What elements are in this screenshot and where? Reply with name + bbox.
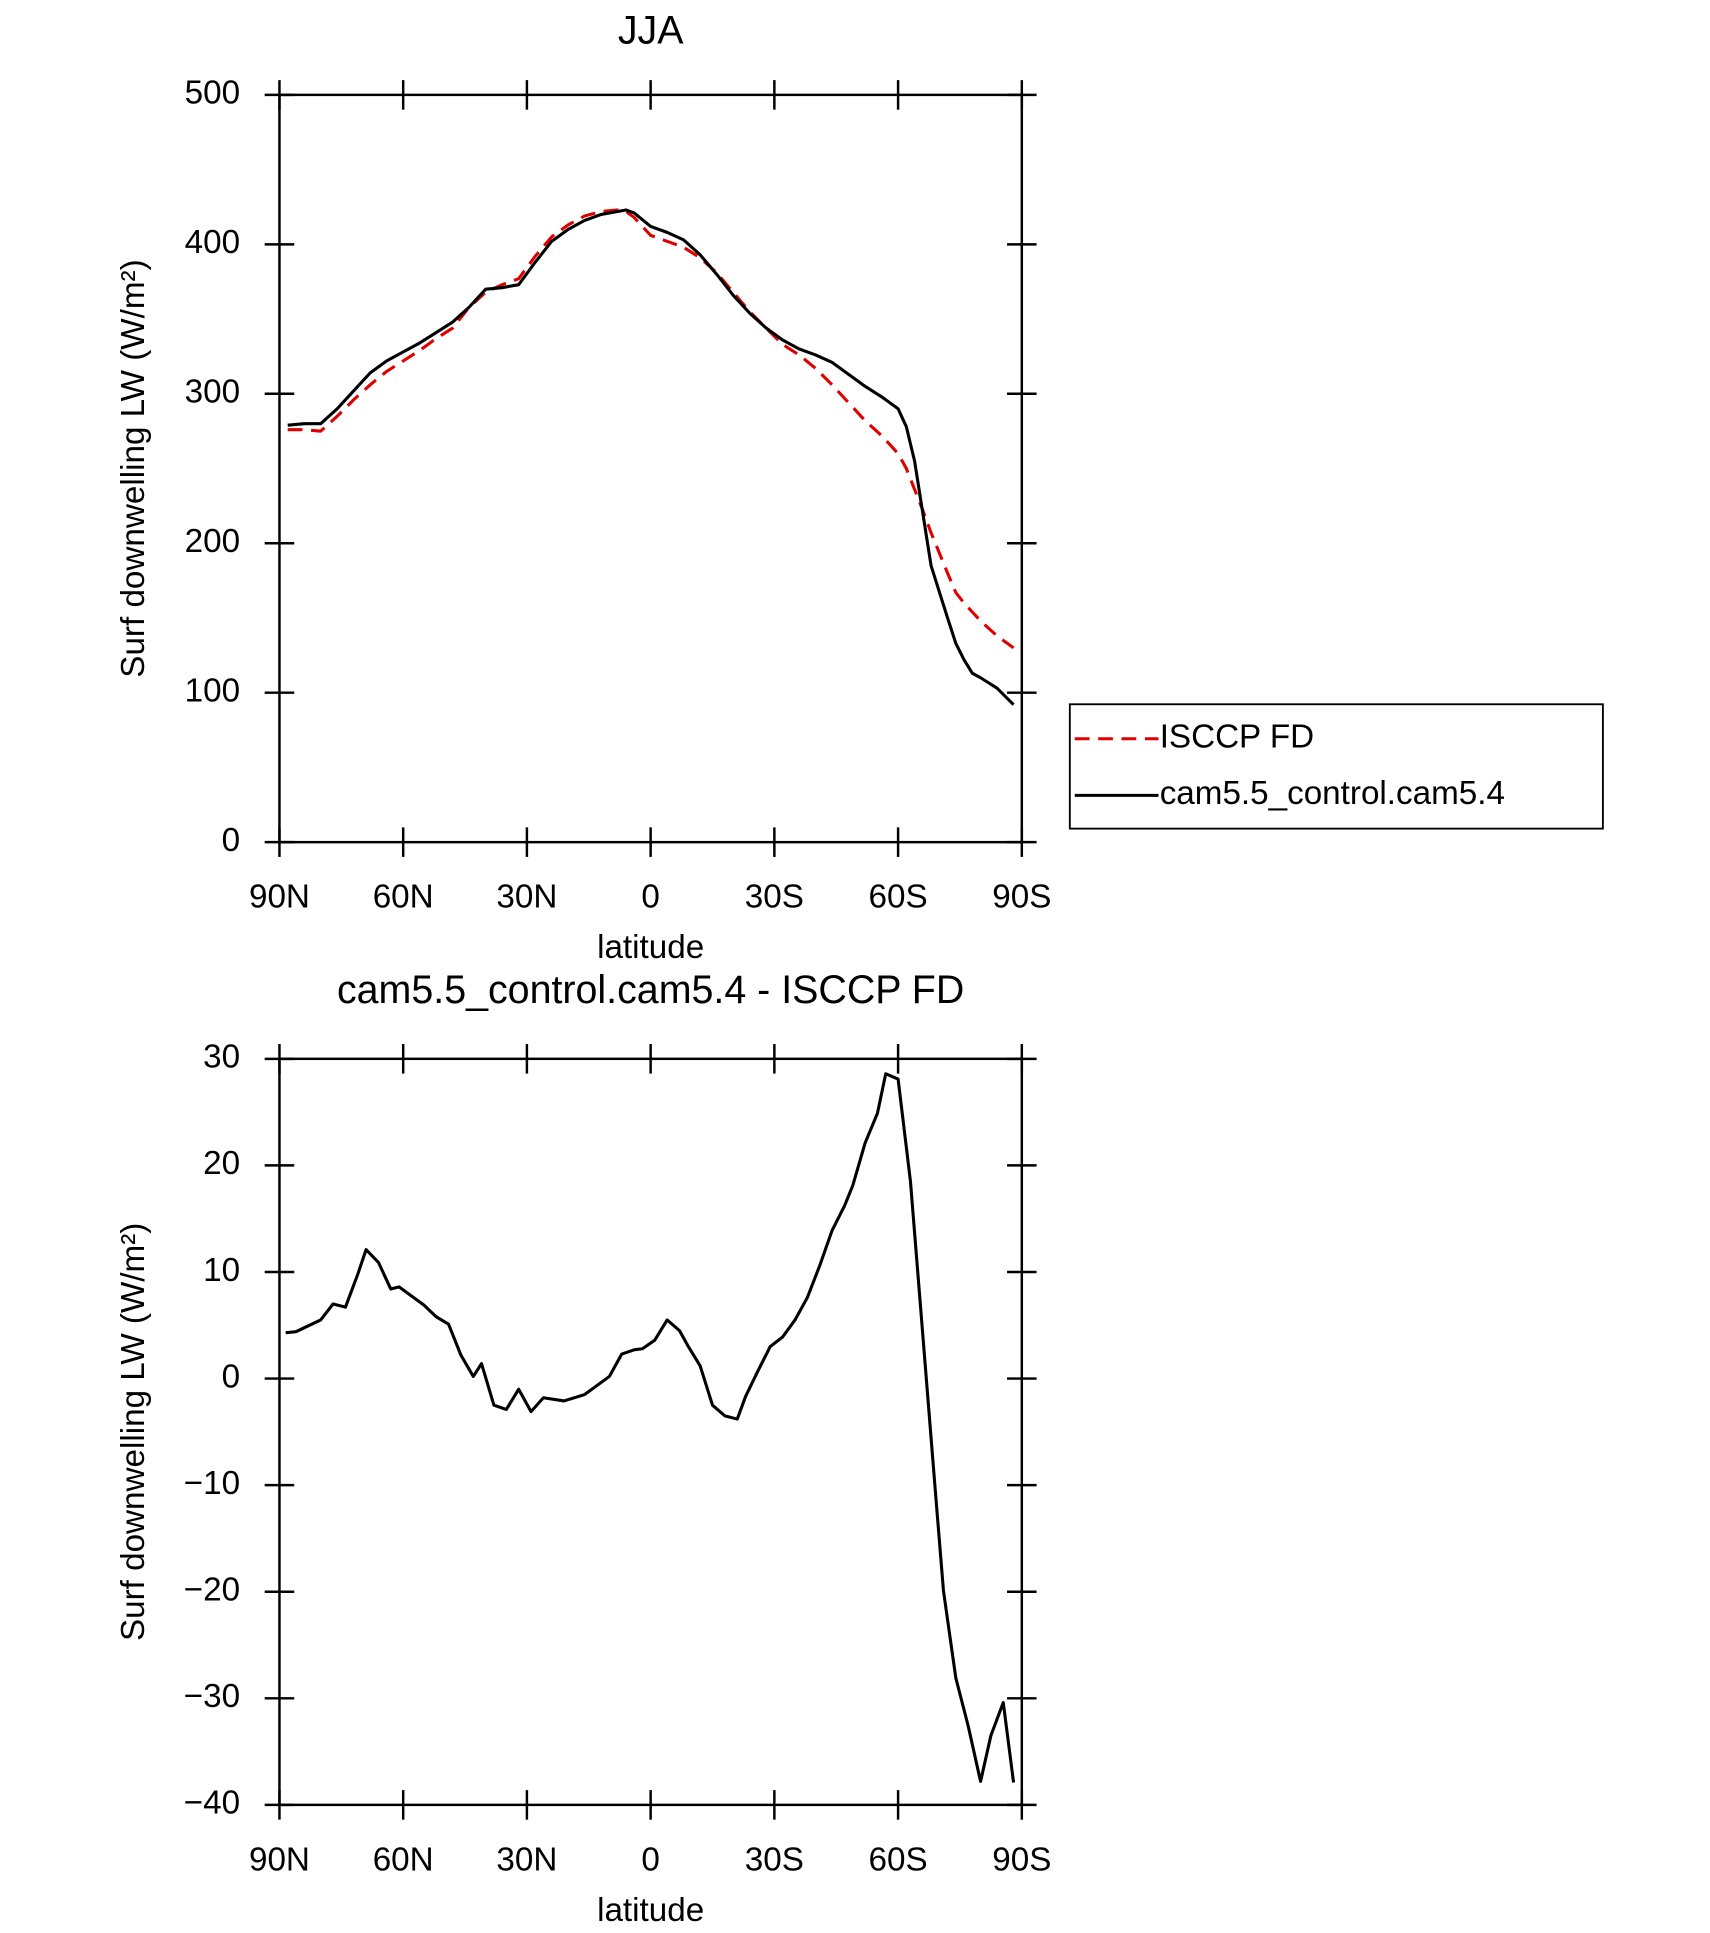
x-axis-label: latitude — [597, 1892, 704, 1929]
y-tick-label: −30 — [184, 1678, 240, 1715]
x-tick-label: 0 — [641, 1841, 659, 1878]
x-tick-label: 30S — [745, 879, 804, 916]
y-tick-label: −40 — [184, 1785, 240, 1822]
y-axis-label: Surf downwelling LW (W/m²) — [115, 259, 152, 677]
legend-label: cam5.5_control.cam5.4 — [1160, 775, 1505, 812]
x-tick-label: 60S — [869, 1841, 928, 1878]
x-tick-label: 90S — [992, 1841, 1051, 1878]
chart-title: JJA — [618, 9, 684, 53]
x-tick-label: 60N — [373, 1841, 434, 1878]
x-axis-label: latitude — [597, 929, 704, 966]
x-tick-label: 30S — [745, 1841, 804, 1878]
y-tick-label: 100 — [185, 672, 240, 709]
plot-frame — [278, 93, 1024, 844]
x-tick-label: 60N — [373, 879, 434, 916]
y-tick-label: 30 — [203, 1039, 240, 1076]
chart-title: cam5.5_control.cam5.4 - ISCCP FD — [337, 968, 964, 1012]
y-axis-label: Surf downwelling LW (W/m²) — [115, 1223, 152, 1641]
y-tick-label: 0 — [222, 822, 240, 859]
y-tick-label: 20 — [203, 1145, 240, 1182]
x-tick-label: 90N — [249, 879, 310, 916]
x-tick-label: 0 — [641, 879, 659, 916]
data-line — [287, 208, 1015, 650]
y-tick-label: 200 — [185, 523, 240, 560]
x-tick-label: 90N — [249, 1841, 310, 1878]
data-line — [285, 1072, 1016, 1783]
y-tick-label: 500 — [185, 75, 240, 112]
x-tick-label: 60S — [869, 879, 928, 916]
legend-box — [1068, 703, 1604, 830]
x-tick-label: 90S — [992, 879, 1051, 916]
y-tick-label: 400 — [185, 224, 240, 261]
y-tick-label: −20 — [184, 1572, 240, 1609]
data-line — [287, 208, 1015, 706]
x-tick-label: 30N — [496, 1841, 557, 1878]
y-tick-label: −10 — [184, 1465, 240, 1502]
x-tick-label: 30N — [496, 879, 557, 916]
y-tick-label: 300 — [185, 374, 240, 411]
legend-label: ISCCP FD — [1160, 719, 1314, 756]
y-tick-label: 0 — [222, 1358, 240, 1395]
y-tick-label: 10 — [203, 1252, 240, 1289]
